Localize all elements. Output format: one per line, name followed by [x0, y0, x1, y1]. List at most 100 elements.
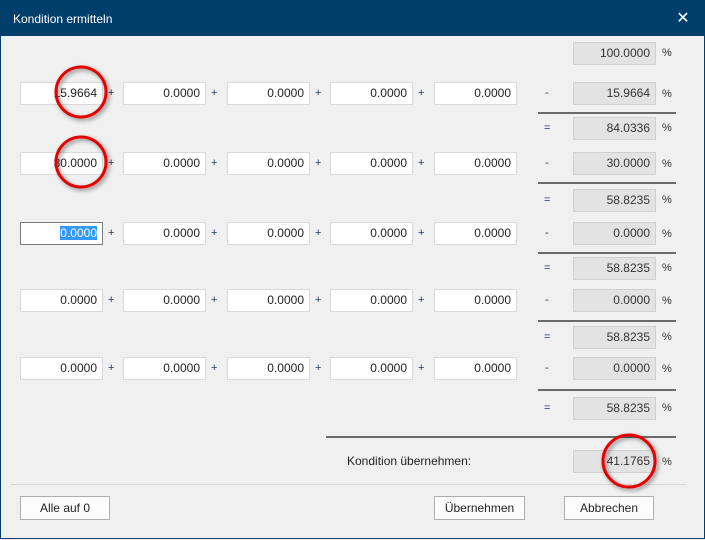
equals-sign: =	[544, 262, 551, 274]
plus-sign: +	[108, 362, 115, 374]
discount-input[interactable]: 0.0000	[434, 222, 517, 245]
discount-input[interactable]: 0.0000	[434, 289, 517, 312]
plus-sign: +	[211, 294, 218, 306]
plus-sign: +	[315, 157, 322, 169]
row-divider	[538, 320, 676, 322]
input-value: 0.0000	[60, 361, 97, 375]
row-divider	[538, 389, 676, 391]
input-value: 0.0000	[474, 86, 511, 100]
apply-button[interactable]: Übernehmen	[434, 496, 525, 520]
kondition-value: 41.1765	[573, 450, 656, 473]
discount-input[interactable]: 0.0000	[20, 289, 103, 312]
close-icon[interactable]: ✕	[676, 10, 690, 27]
reset-all-button[interactable]: Alle auf 0	[20, 496, 110, 520]
discount-input[interactable]: 0.0000	[434, 82, 517, 105]
input-value: 0.0000	[474, 156, 511, 170]
subtract-value: 0.0000	[573, 357, 656, 380]
input-value: 30.0000	[53, 156, 97, 170]
discount-input[interactable]: 30.0000	[20, 152, 103, 175]
plus-sign: +	[315, 227, 322, 239]
percent-label: %	[662, 122, 672, 134]
row-divider	[538, 182, 676, 184]
discount-input[interactable]: 0.0000	[330, 289, 413, 312]
discount-input[interactable]: 0.0000	[123, 357, 206, 380]
discount-input[interactable]: 0.0000	[227, 222, 310, 245]
input-value: 0.0000	[163, 86, 200, 100]
input-value: 0.0000	[163, 293, 200, 307]
result-value: 84.0336	[573, 117, 656, 140]
input-value: 0.0000	[163, 156, 200, 170]
plus-sign: +	[418, 227, 425, 239]
plus-sign: +	[211, 362, 218, 374]
plus-sign: +	[418, 362, 425, 374]
input-value: 0.0000	[474, 293, 511, 307]
percent-label: %	[662, 456, 672, 468]
subtract-value: 15.9664	[573, 82, 656, 105]
discount-input[interactable]: 0.0000	[20, 222, 103, 245]
discount-input[interactable]: 0.0000	[20, 357, 103, 380]
plus-sign: +	[315, 362, 322, 374]
minus-sign: -	[545, 294, 549, 306]
input-value: 0.0000	[474, 226, 511, 240]
percent-label: %	[662, 47, 672, 59]
plus-sign: +	[211, 227, 218, 239]
minus-sign: -	[545, 157, 549, 169]
selected-text: 0.0000	[60, 226, 97, 240]
discount-input[interactable]: 0.0000	[227, 357, 310, 380]
result-value: 58.8235	[573, 189, 656, 212]
discount-input[interactable]: 0.0000	[227, 289, 310, 312]
discount-input[interactable]: 0.0000	[123, 222, 206, 245]
equals-sign: =	[544, 194, 551, 206]
discount-input[interactable]: 0.0000	[330, 357, 413, 380]
base-value: 100.0000	[573, 42, 656, 65]
plus-sign: +	[418, 294, 425, 306]
window-title: Kondition ermitteln	[13, 12, 113, 26]
input-value: 0.0000	[370, 226, 407, 240]
input-value: 0.0000	[370, 86, 407, 100]
discount-input[interactable]: 0.0000	[434, 357, 517, 380]
input-value: 0.0000	[370, 156, 407, 170]
equals-sign: =	[544, 402, 551, 414]
plus-sign: +	[108, 294, 115, 306]
input-value: 0.0000	[163, 361, 200, 375]
percent-label: %	[662, 331, 672, 343]
discount-input[interactable]: 0.0000	[123, 152, 206, 175]
input-value: 0.0000	[60, 293, 97, 307]
plus-sign: +	[315, 294, 322, 306]
percent-label: %	[662, 402, 672, 414]
discount-input[interactable]: 0.0000	[330, 222, 413, 245]
discount-input[interactable]: 0.0000	[330, 152, 413, 175]
title-bar: Kondition ermitteln ✕	[1, 1, 705, 36]
discount-input[interactable]: 0.0000	[227, 152, 310, 175]
row-divider	[538, 252, 676, 254]
discount-input[interactable]: 0.0000	[227, 82, 310, 105]
row-divider	[538, 112, 676, 114]
input-value: 0.0000	[474, 361, 511, 375]
equals-sign: =	[544, 331, 551, 343]
plus-sign: +	[108, 87, 115, 99]
input-value: 0.0000	[267, 293, 304, 307]
cancel-button[interactable]: Abbrechen	[564, 496, 654, 520]
discount-input[interactable]: 0.0000	[123, 82, 206, 105]
plus-sign: +	[108, 157, 115, 169]
plus-sign: +	[108, 227, 115, 239]
discount-input[interactable]: 0.0000	[123, 289, 206, 312]
input-value: 0.0000	[163, 226, 200, 240]
minus-sign: -	[545, 87, 549, 99]
separator	[11, 484, 686, 485]
plus-sign: +	[315, 87, 322, 99]
discount-input[interactable]: 0.0000	[330, 82, 413, 105]
discount-input[interactable]: 0.0000	[434, 152, 517, 175]
percent-label: %	[662, 158, 672, 170]
plus-sign: +	[211, 157, 218, 169]
input-value: 0.0000	[267, 361, 304, 375]
total-divider	[326, 436, 676, 438]
equals-sign: =	[544, 122, 551, 134]
percent-label: %	[662, 194, 672, 206]
input-value: 0.0000	[267, 156, 304, 170]
discount-input[interactable]: 15.9664	[20, 82, 103, 105]
input-value: 15.9664	[53, 86, 97, 100]
percent-label: %	[662, 363, 672, 375]
subtract-value: 0.0000	[573, 289, 656, 312]
